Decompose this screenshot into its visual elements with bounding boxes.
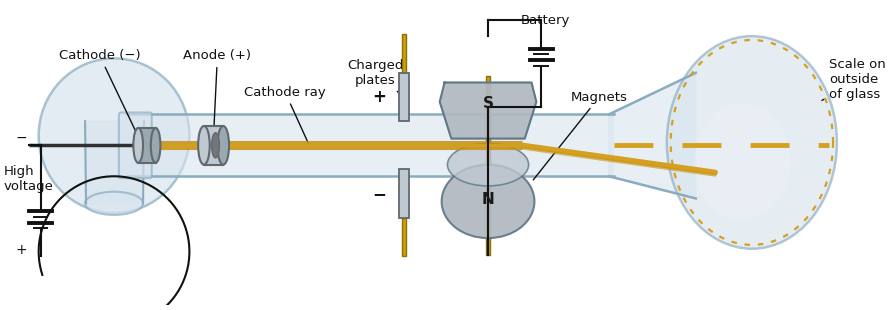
Text: Charged
plates: Charged plates [347,59,403,95]
Ellipse shape [694,104,790,220]
Text: Scale on
outside
of glass: Scale on outside of glass [822,58,886,101]
Polygon shape [85,121,144,203]
Bar [399,170,409,218]
Text: Cathode ray: Cathode ray [244,86,326,143]
Bar [402,218,406,256]
Bar [204,126,223,165]
Text: Cathode (−): Cathode (−) [59,49,141,138]
Polygon shape [609,73,696,198]
Text: Anode (+): Anode (+) [183,49,252,152]
FancyBboxPatch shape [119,113,151,178]
Ellipse shape [150,128,160,163]
Bar [138,128,156,163]
Ellipse shape [441,165,534,238]
Text: N: N [481,192,495,207]
Ellipse shape [217,126,229,165]
Text: −: − [373,185,386,203]
Bar [402,34,406,73]
Text: S: S [482,96,494,111]
Bar [486,76,490,255]
Ellipse shape [448,144,529,186]
Text: −: − [15,131,27,144]
Ellipse shape [85,192,143,215]
Bar [399,73,409,121]
Polygon shape [440,82,537,139]
Text: +: + [15,243,27,257]
Ellipse shape [134,128,143,163]
Text: High
voltage: High voltage [4,165,53,193]
Ellipse shape [667,36,837,249]
Bar [125,114,614,176]
Ellipse shape [38,58,190,213]
Text: Battery: Battery [521,15,570,27]
Ellipse shape [212,133,219,158]
Text: Magnets: Magnets [533,91,627,180]
Text: +: + [373,88,386,106]
Ellipse shape [198,126,210,165]
